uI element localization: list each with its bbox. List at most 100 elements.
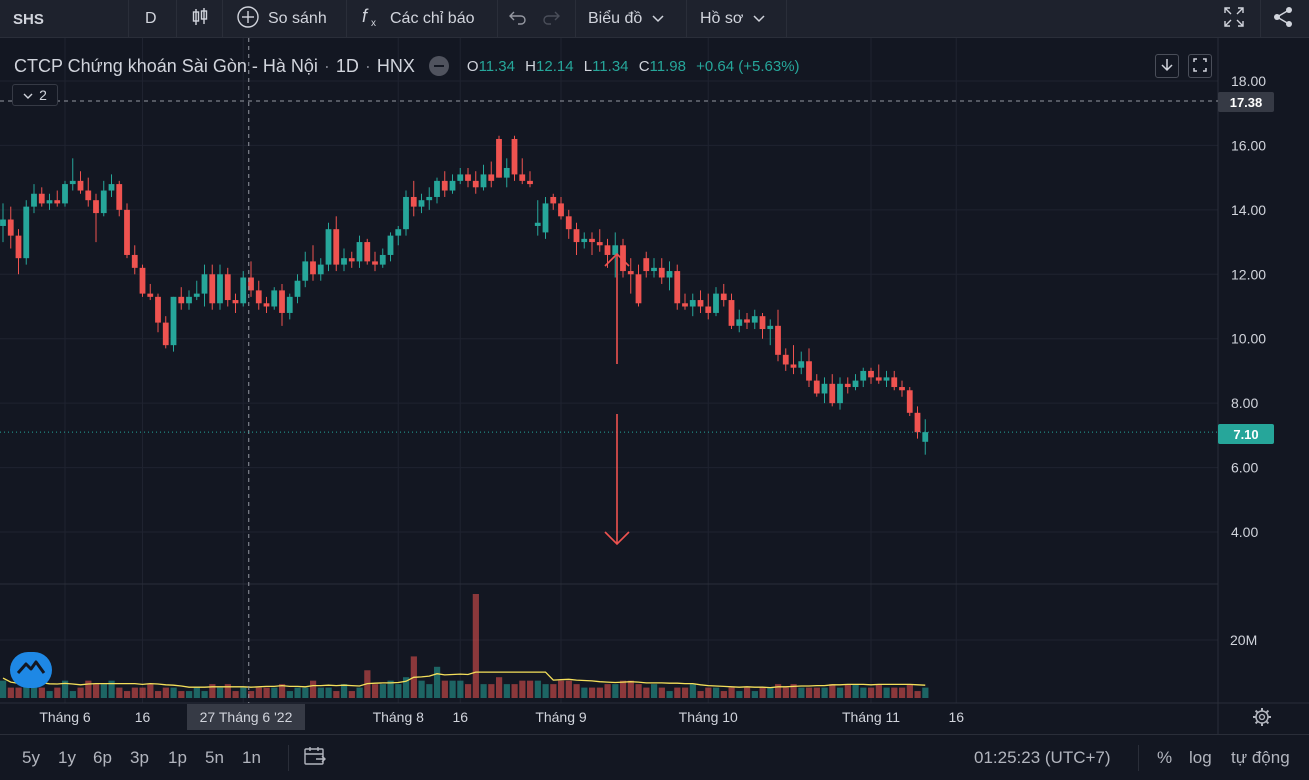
- bottom-divider: [288, 745, 289, 771]
- volume-bar: [643, 687, 650, 698]
- volume-bar: [573, 684, 580, 698]
- percent-scale-toggle[interactable]: %: [1157, 748, 1173, 767]
- last-price-tag: 7.10: [1218, 424, 1274, 444]
- candle: [860, 367, 867, 388]
- volume-bar: [193, 687, 200, 698]
- price-chart[interactable]: 18.00 16.00 14.00 12.00 10.00 8.00 6.00 4.00 20…: [0, 38, 1309, 734]
- candle: [581, 232, 588, 249]
- toolbar-divider: [128, 0, 129, 38]
- log-scale-toggle[interactable]: log: [1189, 748, 1212, 767]
- range-5d[interactable]: 5n: [205, 748, 224, 767]
- volume-bar: [38, 687, 45, 698]
- redo-button[interactable]: [541, 0, 561, 38]
- volume-bar: [54, 687, 61, 698]
- candle: [751, 309, 758, 330]
- chart-menu-button[interactable]: Biểu đồ: [588, 0, 664, 38]
- legend-dot: ·: [364, 55, 371, 76]
- volume-bar: [767, 687, 774, 698]
- undo-button[interactable]: [508, 0, 528, 38]
- candle: [62, 180, 68, 207]
- candle: [565, 209, 572, 239]
- volume-bar: [527, 680, 534, 698]
- profile-menu-button[interactable]: Hồ sơ: [700, 0, 765, 38]
- chevron-down-icon: [652, 10, 664, 28]
- time-axis-label: Tháng 8: [372, 709, 424, 725]
- candle: [116, 180, 123, 217]
- clock-timezone[interactable]: 01:25:23 (UTC+7): [974, 748, 1111, 767]
- volume-bar: [139, 687, 146, 698]
- bottom-divider: [1138, 745, 1139, 771]
- candles-chart-type-button[interactable]: [189, 0, 211, 38]
- annotation-arrow-down[interactable]: [604, 414, 630, 546]
- volume-bar: [356, 687, 363, 698]
- volume-bar: [255, 687, 262, 698]
- goto-date-button[interactable]: [304, 735, 326, 780]
- series-legend[interactable]: CTCP Chứng khoán Sài Gòn - Hà Nội · 1D ·…: [14, 54, 806, 78]
- price-axis[interactable]: 18.00 16.00 14.00 12.00 10.00 8.00 6.00 4.00: [1231, 73, 1266, 540]
- scroll-to-realtime-button[interactable]: [1155, 54, 1179, 78]
- volume-bar: [15, 687, 22, 698]
- calendar-icon: [304, 746, 326, 771]
- symbol-search[interactable]: SHS: [13, 10, 44, 28]
- volume-bar: [581, 687, 588, 698]
- volume-bars: [0, 594, 929, 698]
- reset-chart-button[interactable]: [1188, 54, 1212, 78]
- candle: [186, 290, 192, 310]
- candle: [372, 251, 378, 272]
- volume-bar: [635, 684, 642, 698]
- tradingview-logo[interactable]: [10, 652, 52, 688]
- candle: [403, 190, 409, 236]
- toolbar-divider: [1260, 0, 1261, 38]
- crosshair-date-tag: 27 Tháng 6 '22: [187, 704, 305, 730]
- interval-selector[interactable]: D: [145, 10, 157, 27]
- volume-bar: [511, 684, 518, 698]
- compare-button[interactable]: So sánh: [236, 0, 327, 38]
- candle: [23, 200, 30, 265]
- candle: [240, 271, 247, 307]
- candle: [31, 184, 37, 214]
- undo-icon: [508, 7, 528, 32]
- arrow-down-icon: [1161, 58, 1173, 75]
- candle: [829, 374, 836, 407]
- settings-gear-icon[interactable]: [1253, 708, 1271, 726]
- volume-bar: [480, 684, 487, 698]
- candle: [348, 251, 355, 268]
- candle: [457, 167, 464, 185]
- candle: [155, 293, 161, 333]
- candle: [255, 280, 262, 310]
- candle: [852, 374, 859, 391]
- volume-bar: [550, 684, 557, 698]
- volume-bar: [860, 687, 867, 698]
- range-1y[interactable]: 1y: [58, 748, 76, 767]
- candle: [790, 345, 797, 375]
- legend-collapse-button[interactable]: 2: [12, 84, 58, 106]
- candle: [147, 283, 154, 301]
- range-6m[interactable]: 6p: [93, 748, 112, 767]
- open-label: O: [466, 57, 479, 75]
- price-axis-label: 4.00: [1231, 524, 1258, 540]
- candle: [503, 158, 510, 188]
- range-3m[interactable]: 3p: [130, 748, 149, 767]
- candle: [248, 261, 254, 297]
- candle: [465, 167, 471, 188]
- hide-series-icon[interactable]: [428, 56, 449, 76]
- range-5y[interactable]: 5y: [22, 748, 40, 767]
- svg-text:x: x: [371, 18, 376, 29]
- volume-bar: [85, 680, 92, 698]
- annotation-arrow-up[interactable]: [604, 252, 630, 364]
- range-1m[interactable]: 1p: [168, 748, 187, 767]
- open-value: 11.34: [478, 57, 515, 75]
- volume-bar: [379, 684, 386, 698]
- auto-scale-toggle[interactable]: tự động: [1231, 748, 1290, 767]
- svg-text:f: f: [362, 6, 369, 26]
- price-axis-label: 10.00: [1231, 331, 1266, 347]
- candle: [418, 193, 425, 214]
- candle: [271, 287, 278, 310]
- candle: [844, 377, 851, 394]
- range-1d[interactable]: 1n: [242, 748, 261, 767]
- candle: [410, 180, 417, 217]
- fullscreen-button[interactable]: [1223, 0, 1245, 38]
- share-button[interactable]: [1272, 0, 1294, 38]
- chart-menu-label: Biểu đồ: [588, 10, 643, 27]
